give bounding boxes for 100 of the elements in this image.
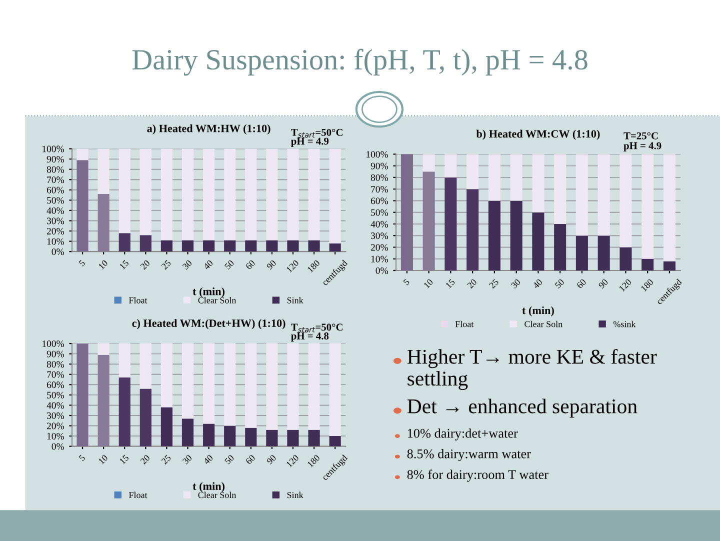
bar [598, 154, 610, 236]
bar [308, 240, 320, 252]
x-tick-label: 120 [286, 454, 300, 468]
bar [160, 148, 172, 240]
x-tick-label: 5 [78, 260, 86, 267]
x-tick-label: 40 [203, 454, 214, 465]
bar [444, 177, 457, 270]
y-tick-label: 0% [52, 248, 64, 256]
bar [266, 344, 278, 430]
bar [598, 236, 610, 270]
text: Det → enhanced separation [407, 398, 638, 418]
x-tick-label: 60 [576, 278, 586, 289]
legend-label: Clear Soln [198, 297, 236, 304]
x-tick-label: 30 [182, 260, 192, 270]
bar [98, 344, 110, 355]
bar [422, 172, 435, 270]
bar [329, 148, 341, 244]
bar [532, 154, 544, 212]
bar [118, 377, 130, 446]
bar [510, 154, 522, 201]
x-tick-label: 5 [403, 278, 410, 286]
y-tick-label: 80% [370, 174, 388, 181]
bar [182, 344, 194, 419]
bar [287, 240, 299, 252]
bar [203, 424, 215, 446]
bar [620, 247, 632, 270]
x-axis-title: t (min) [192, 482, 225, 492]
y-tick-label: 80% [46, 166, 64, 173]
bar [182, 418, 194, 446]
x-tick-label: 180 [307, 260, 320, 273]
y-tick-label: 90% [46, 156, 64, 163]
y-tick-label: 60% [46, 382, 64, 388]
text: Dairy Suspension: f(pH, T, t), pH = 4.8 [132, 48, 588, 76]
y-tick-label: 20% [46, 422, 64, 430]
chart-title: a) Heated WM:HW (1:10) [147, 124, 270, 134]
legend-label: Clear Soln [524, 320, 562, 328]
y-tick-label: 100% [366, 151, 388, 158]
bar [245, 428, 257, 446]
bar [118, 233, 130, 252]
bar [287, 148, 299, 240]
x-tick-label: 15 [445, 278, 456, 288]
y-tick-label: 50% [371, 209, 388, 216]
legend-label: Float [128, 492, 148, 498]
legend-label: Sink [287, 297, 304, 304]
text: T$_{start}$=50°C [291, 324, 342, 332]
bar [160, 240, 172, 252]
x-tick-label: 25 [488, 278, 499, 289]
y-tick-label: 80% [46, 361, 64, 368]
y-tick-label: 40% [46, 402, 64, 409]
bar [554, 224, 566, 270]
bar [140, 388, 152, 446]
bar [182, 240, 194, 252]
bar [422, 154, 435, 172]
x-tick-label: 180 [307, 454, 320, 468]
bar [98, 148, 110, 194]
bar [308, 430, 320, 446]
bar [488, 200, 500, 270]
x-tick-label: 20 [140, 454, 150, 465]
bar [224, 240, 236, 252]
legend-label: %sink [613, 320, 636, 328]
bar [140, 148, 152, 236]
text: 10% dairy:det+water [408, 428, 518, 440]
legend-label: Float [455, 320, 474, 328]
x-tick-label: 50 [224, 454, 234, 464]
y-tick-label: 0% [52, 443, 64, 450]
bar [160, 344, 172, 408]
x-tick-label: 15 [119, 454, 130, 464]
y-tick-label: 40% [370, 220, 388, 228]
y-tick-label: 10% [47, 238, 64, 245]
y-tick-label: 90% [46, 350, 64, 358]
y-tick-label: 20% [46, 228, 64, 235]
x-tick-label: 25 [161, 454, 172, 465]
bar [488, 154, 500, 201]
x-tick-label: 30 [510, 278, 521, 289]
bar [308, 344, 320, 430]
bar [308, 148, 320, 240]
y-tick-label: 100% [42, 340, 64, 348]
bar [287, 344, 299, 430]
text: 8.5% dairy:warm water [407, 449, 531, 462]
x-tick-label: 20 [140, 260, 150, 270]
x-tick-label: 40 [532, 278, 543, 289]
x-tick-label: 120 [618, 278, 632, 292]
y-tick-label: 70% [371, 186, 388, 193]
bar [224, 426, 236, 446]
x-tick-label: 5 [78, 454, 86, 462]
y-tick-label: 10% [371, 256, 388, 262]
bar [203, 148, 215, 240]
chart-title: b) Heated WM:CW (1:10) [476, 130, 600, 140]
bar [98, 194, 110, 252]
bar [554, 154, 566, 224]
bar [466, 154, 479, 190]
x-axis-title: t (min) [192, 287, 225, 298]
x-tick-label: 10 [98, 454, 108, 464]
bar [203, 344, 215, 424]
y-tick-label: 90% [370, 162, 388, 170]
bar [245, 240, 257, 252]
bar [444, 154, 457, 178]
bar [287, 430, 299, 446]
bar [118, 344, 130, 378]
x-tick-label: 10 [423, 278, 434, 288]
